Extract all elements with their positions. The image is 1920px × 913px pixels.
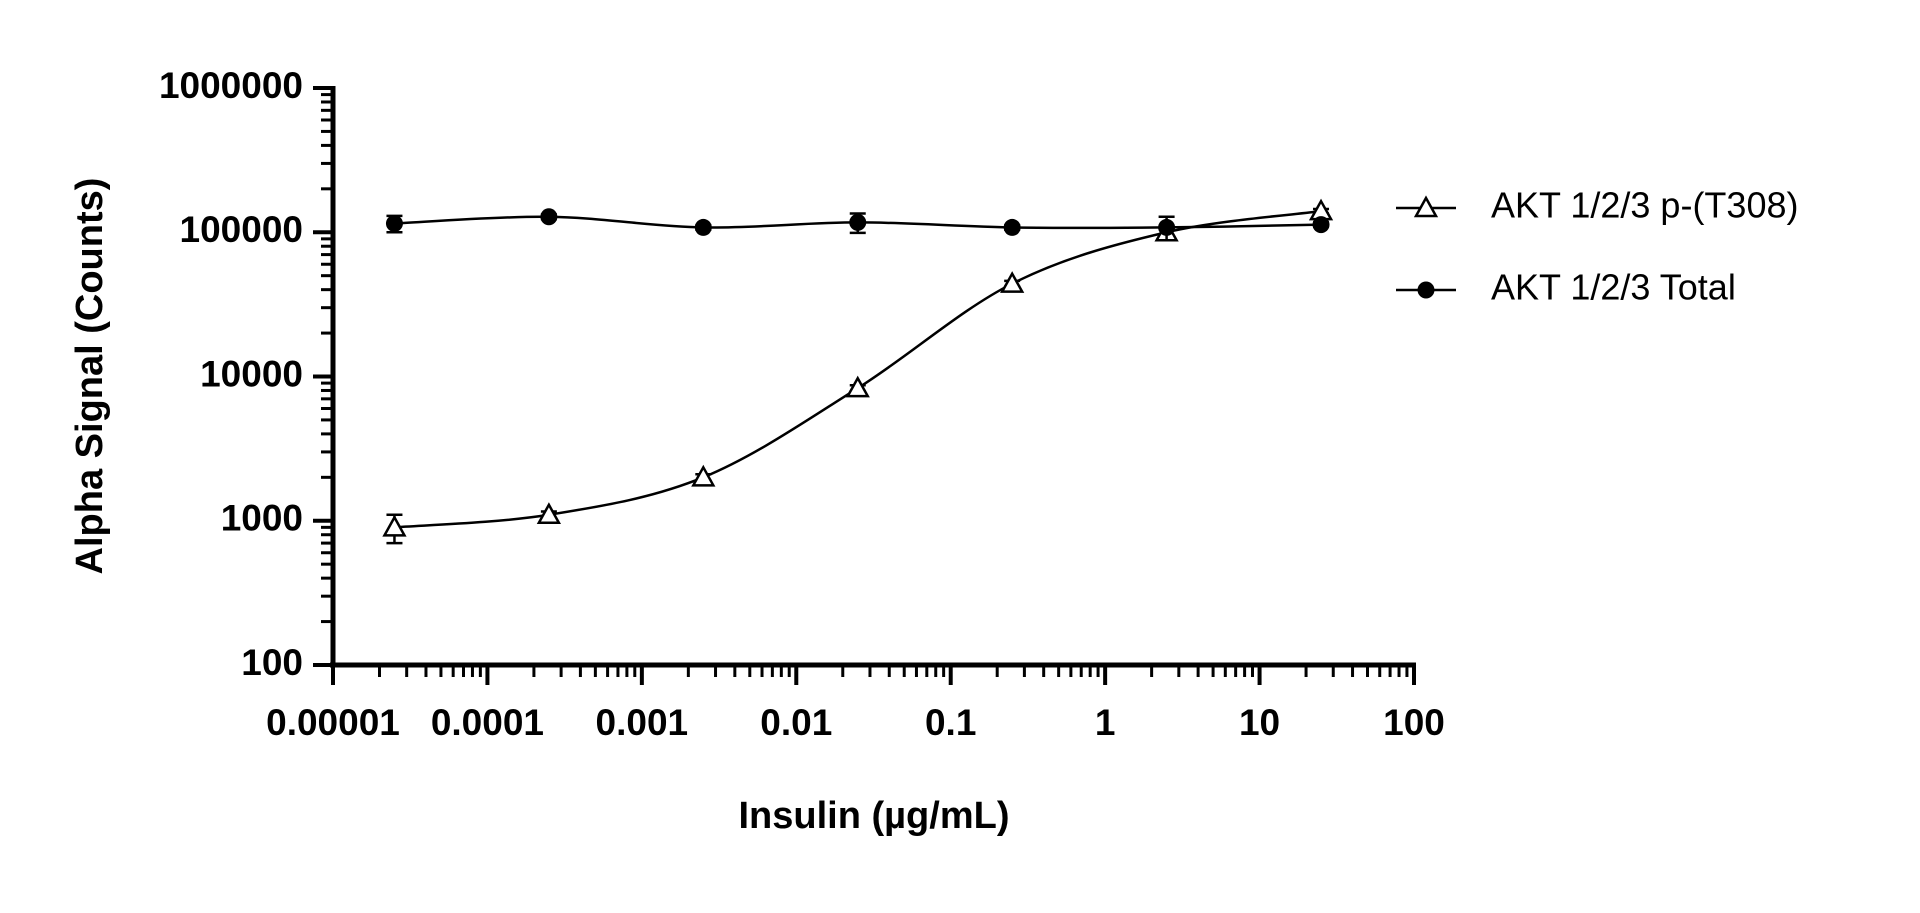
marker [849,213,867,231]
marker [540,208,558,226]
marker [536,502,562,525]
marker [1003,218,1021,236]
y-tick-label: 100000 [180,209,303,250]
marker [1000,271,1025,293]
marker [845,375,870,398]
marker [1312,216,1330,234]
x-tick-label: 1 [1095,702,1116,743]
x-axis-title: Insulin (µg/mL) [739,795,1010,837]
marker [694,218,712,236]
x-tick-label: 10 [1239,702,1280,743]
y-tick-label: 100 [241,642,303,683]
y-tick-label: 10000 [200,353,303,394]
legend-marker [1417,281,1435,299]
marker [691,464,716,487]
y-tick-label: 1000 [221,498,303,539]
x-tick-label: 0.001 [596,702,689,743]
x-tick-label: 0.0001 [431,702,544,743]
x-tick-label: 100 [1383,702,1445,743]
series-line [394,209,1322,529]
legend-label: AKT 1/2/3 p-(T308) [1491,185,1798,226]
marker [385,214,403,232]
legend-label: AKT 1/2/3 Total [1491,267,1736,308]
marker [1158,218,1176,236]
y-axis-title: Alpha Signal (Counts) [69,178,111,575]
y-tick-label: 1000000 [159,65,303,106]
x-tick-label: 0.01 [760,702,832,743]
marker [382,514,407,537]
x-tick-label: 0.00001 [266,702,400,743]
x-tick-label: 0.1 [925,702,976,743]
legend-marker [1413,195,1439,218]
